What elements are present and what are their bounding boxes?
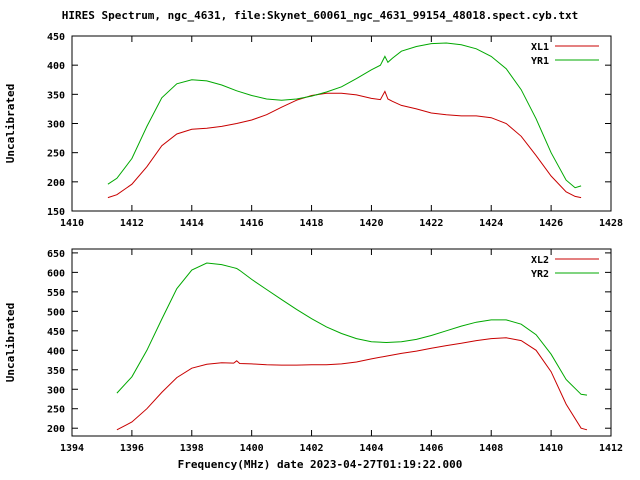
svg-text:1424: 1424: [479, 218, 503, 229]
legend-entry-XL2: XL2: [531, 255, 599, 266]
plot-title: HIRES Spectrum, ngc_4631, file:Skynet_60…: [61, 9, 579, 22]
svg-text:1410: 1410: [60, 218, 84, 229]
svg-text:1412: 1412: [599, 443, 623, 454]
svg-text:200: 200: [47, 424, 65, 435]
svg-text:1410: 1410: [539, 443, 563, 454]
svg-text:350: 350: [47, 366, 65, 377]
svg-text:1420: 1420: [359, 218, 383, 229]
series-XL1: [107, 90, 582, 199]
svg-text:1398: 1398: [180, 443, 204, 454]
svg-text:1412: 1412: [120, 218, 144, 229]
svg-text:550: 550: [47, 288, 65, 299]
series-XL2: [116, 337, 588, 431]
svg-text:300: 300: [47, 120, 65, 131]
svg-text:1422: 1422: [419, 218, 443, 229]
svg-text:450: 450: [47, 327, 65, 338]
svg-text:1418: 1418: [300, 218, 324, 229]
legend-entry-YR1: YR1: [531, 56, 599, 67]
svg-text:1428: 1428: [599, 218, 623, 229]
svg-text:250: 250: [47, 149, 65, 160]
svg-text:150: 150: [47, 207, 65, 218]
svg-text:650: 650: [47, 249, 65, 260]
svg-text:1394: 1394: [60, 443, 84, 454]
legend-entry-XL1: XL1: [531, 42, 599, 53]
x-axis-label: Frequency(MHz) date 2023-04-27T01:19:22.…: [177, 458, 463, 471]
svg-text:250: 250: [47, 405, 65, 416]
svg-text:450: 450: [47, 32, 65, 43]
series-YR2: [116, 262, 588, 396]
svg-text:600: 600: [47, 268, 65, 279]
series-YR1: [107, 42, 582, 189]
legend-entry-YR2: YR2: [531, 269, 599, 280]
svg-text:1404: 1404: [359, 443, 383, 454]
svg-text:400: 400: [47, 61, 65, 72]
svg-text:XL2: XL2: [531, 255, 549, 266]
svg-text:300: 300: [47, 385, 65, 396]
svg-text:1402: 1402: [300, 443, 324, 454]
svg-text:350: 350: [47, 90, 65, 101]
y-axis-label: Uncalibrated: [4, 84, 17, 163]
y-axis-label: Uncalibrated: [4, 303, 17, 382]
top-chart: 1410 1412 1414 1416 1418 1420 1422 1424 1426 1428…: [4, 32, 623, 229]
svg-text:500: 500: [47, 307, 65, 318]
svg-text:1400: 1400: [240, 443, 264, 454]
svg-text:1396: 1396: [120, 443, 144, 454]
svg-text:1406: 1406: [419, 443, 443, 454]
svg-text:YR1: YR1: [531, 56, 549, 67]
svg-text:400: 400: [47, 346, 65, 357]
plot-border: [71, 248, 612, 437]
svg-text:1414: 1414: [180, 218, 204, 229]
svg-text:200: 200: [47, 178, 65, 189]
bottom-chart: 1394 1396 1398 1400 1402 1404 1406 1408 1410 1412…: [4, 248, 623, 454]
svg-text:YR2: YR2: [531, 269, 549, 280]
svg-text:1408: 1408: [479, 443, 503, 454]
svg-text:1416: 1416: [240, 218, 264, 229]
svg-text:XL1: XL1: [531, 42, 549, 53]
svg-text:1426: 1426: [539, 218, 563, 229]
